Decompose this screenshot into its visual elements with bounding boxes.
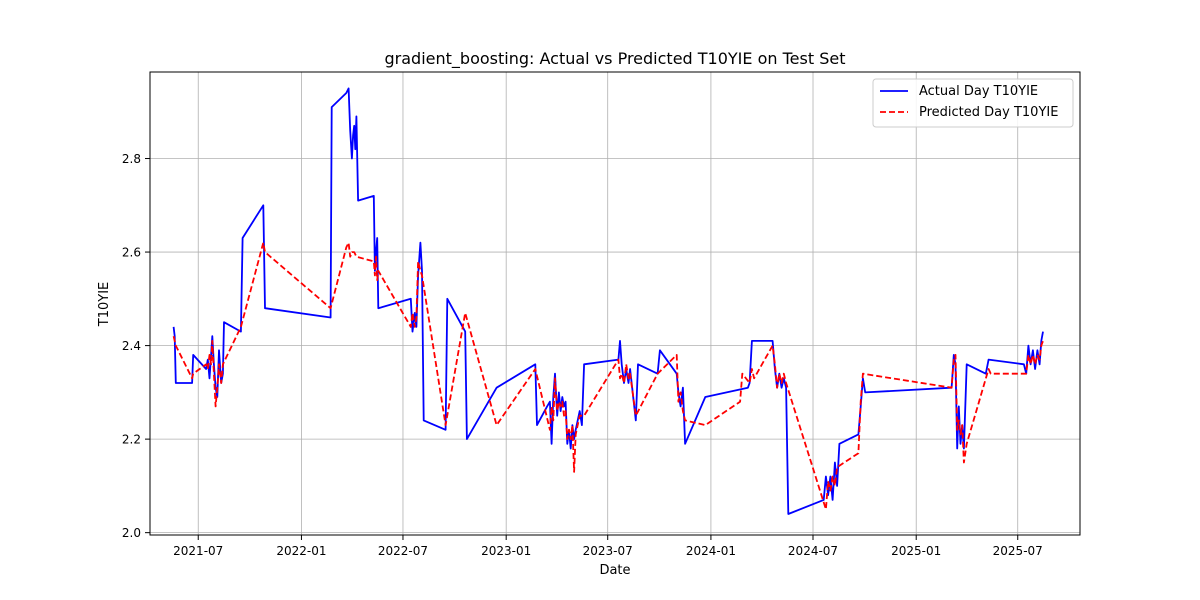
legend-label-predicted: Predicted Day T10YIE xyxy=(919,105,1058,120)
y-axis-label: T10YIE xyxy=(97,282,112,327)
y-tick-label: 2.2 xyxy=(122,433,141,447)
y-axis: 2.0 2.2 2.4 2.6 2.8 xyxy=(122,152,150,540)
series-line-predicted xyxy=(172,241,1044,511)
plot-frame xyxy=(149,71,1081,536)
legend-box xyxy=(872,78,1074,128)
legend: Actual Day T10YIE Predicted Day T10YIE xyxy=(872,78,1074,128)
x-tick-label: 2024-01 xyxy=(686,544,736,558)
series-line-actual xyxy=(172,87,1044,515)
x-axis: 2021-07 2022-01 2022-07 2023-01 2023-07 2024-… xyxy=(173,535,1043,558)
x-tick-label: 2021-07 xyxy=(173,544,223,558)
x-axis-label: Date xyxy=(599,563,630,578)
y-tick-label: 2.4 xyxy=(122,339,141,353)
chart-title: gradient_boosting: Actual vs Predicted T… xyxy=(385,49,846,69)
x-tick-label: 2024-07 xyxy=(788,544,838,558)
y-tick-label: 2.6 xyxy=(122,246,141,260)
y-tick-label: 2.8 xyxy=(122,152,141,166)
x-tick-label: 2022-01 xyxy=(276,544,326,558)
legend-label-actual: Actual Day T10YIE xyxy=(919,84,1038,99)
x-tick-label: 2025-07 xyxy=(993,544,1043,558)
x-tick-label: 2023-01 xyxy=(481,544,531,558)
x-tick-label: 2023-07 xyxy=(583,544,633,558)
grid-lines xyxy=(150,72,1080,535)
x-tick-label: 2022-07 xyxy=(378,544,428,558)
series-layer xyxy=(172,87,1044,515)
y-tick-label: 2.0 xyxy=(122,526,141,540)
x-tick-label: 2025-01 xyxy=(891,544,941,558)
